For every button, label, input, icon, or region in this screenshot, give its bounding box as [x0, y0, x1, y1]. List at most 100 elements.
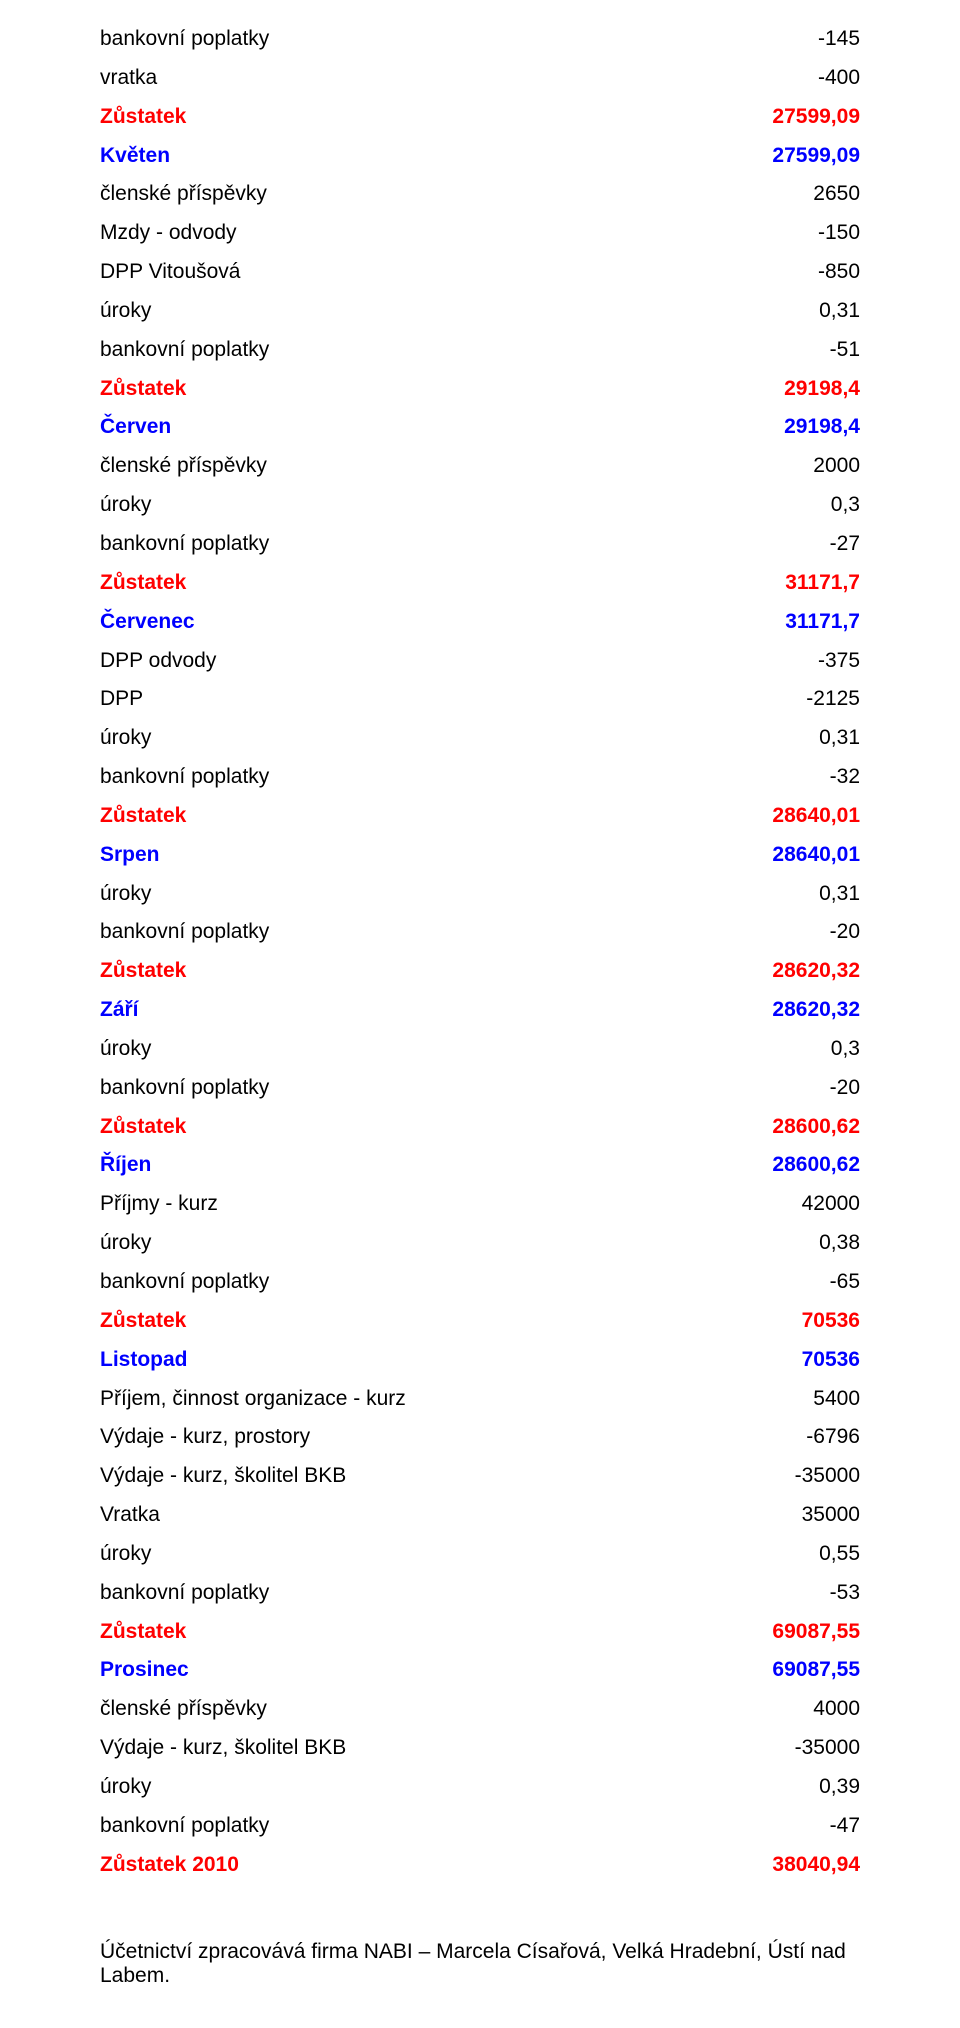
row-label: Zůstatek [100, 1302, 186, 1341]
row-value: 70536 [802, 1341, 860, 1380]
ledger-row: Zůstatek 201038040,94 [100, 1846, 860, 1885]
row-value: 0,31 [819, 875, 860, 914]
row-value: 0,55 [819, 1535, 860, 1574]
ledger-row: Zůstatek27599,09 [100, 98, 860, 137]
row-value: 28600,62 [772, 1146, 860, 1185]
row-label: Příjem, činnost organizace - kurz [100, 1380, 406, 1419]
row-value: 38040,94 [772, 1846, 860, 1885]
ledger-row: Září 28620,32 [100, 991, 860, 1030]
row-label: DPP [100, 680, 143, 719]
row-value: 28620,32 [772, 952, 860, 991]
row-value: 31171,7 [785, 564, 860, 603]
row-value: 4000 [813, 1690, 860, 1729]
ledger-row: DPP odvody -375 [100, 642, 860, 681]
row-label: Mzdy - odvody [100, 214, 237, 253]
row-label: bankovní poplatky [100, 525, 269, 564]
row-label: Výdaje - kurz, prostory [100, 1418, 310, 1457]
ledger-row: Zůstatek31171,7 [100, 564, 860, 603]
row-value: 5400 [813, 1380, 860, 1419]
row-value: 31171,7 [785, 603, 860, 642]
row-label: úroky [100, 719, 151, 758]
row-label: Zůstatek [100, 952, 186, 991]
row-value: -35000 [795, 1457, 860, 1496]
ledger-row: Zůstatek 28620,32 [100, 952, 860, 991]
row-label: členské příspěvky [100, 1690, 267, 1729]
ledger-row: úroky0,3 [100, 486, 860, 525]
row-value: 0,39 [819, 1768, 860, 1807]
row-value: -145 [818, 20, 860, 59]
ledger-row: bankovní poplatky-27 [100, 525, 860, 564]
row-label: Červenec [100, 603, 195, 642]
row-label: Výdaje - kurz, školitel BKB [100, 1457, 346, 1496]
row-label: Říjen [100, 1146, 151, 1185]
row-value: -47 [830, 1807, 860, 1846]
ledger-row: Výdaje - kurz, prostory -6796 [100, 1418, 860, 1457]
ledger-row: úroky 0,55 [100, 1535, 860, 1574]
ledger-row: Červen29198,4 [100, 408, 860, 447]
row-value: -20 [830, 1069, 860, 1108]
ledger-row: Květen27599,09 [100, 137, 860, 176]
ledger-row: DPP Vitoušová-850 [100, 253, 860, 292]
row-value: -375 [818, 642, 860, 681]
row-value: 27599,09 [772, 137, 860, 176]
row-label: Zůstatek [100, 98, 186, 137]
ledger-row: členské příspěvky2000 [100, 447, 860, 486]
row-value: 0,31 [819, 719, 860, 758]
row-value: 2000 [813, 447, 860, 486]
row-value: -20 [830, 913, 860, 952]
ledger-row: bankovní poplatky -20 [100, 1069, 860, 1108]
row-label: DPP odvody [100, 642, 216, 681]
ledger-table: bankovní poplatky-145vratka-400Zůstatek2… [100, 20, 860, 1885]
row-label: vratka [100, 59, 157, 98]
row-label: Příjmy - kurz [100, 1185, 218, 1224]
ledger-row: Vratka 35000 [100, 1496, 860, 1535]
row-label: Vratka [100, 1496, 160, 1535]
row-value: -32 [830, 758, 860, 797]
row-label: úroky [100, 1535, 151, 1574]
row-value: -51 [830, 331, 860, 370]
row-label: bankovní poplatky [100, 1574, 269, 1613]
ledger-row: Listopad 70536 [100, 1341, 860, 1380]
row-label: DPP Vitoušová [100, 253, 240, 292]
row-label: Září [100, 991, 139, 1030]
ledger-row: Zůstatek29198,4 [100, 370, 860, 409]
ledger-row: členské příspěvky2650 [100, 175, 860, 214]
row-label: bankovní poplatky [100, 1807, 269, 1846]
ledger-row: Červenec 31171,7 [100, 603, 860, 642]
ledger-row: členské příspěvky 4000 [100, 1690, 860, 1729]
row-value: -400 [818, 59, 860, 98]
row-value: 28620,32 [772, 991, 860, 1030]
row-label: Červen [100, 408, 171, 447]
row-label: Zůstatek [100, 1108, 186, 1147]
row-value: 0,31 [819, 292, 860, 331]
ledger-row: Mzdy - odvody -150 [100, 214, 860, 253]
ledger-row: bankovní poplatky -145 [100, 20, 860, 59]
ledger-row: Výdaje - kurz, školitel BKB -35000 [100, 1457, 860, 1496]
ledger-row: Příjem, činnost organizace - kurz 5400 [100, 1380, 860, 1419]
row-value: 0,38 [819, 1224, 860, 1263]
row-value: -65 [830, 1263, 860, 1302]
row-label: Zůstatek [100, 1613, 186, 1652]
row-value: 35000 [802, 1496, 860, 1535]
ledger-row: bankovní poplatky -20 [100, 913, 860, 952]
row-label: bankovní poplatky [100, 913, 269, 952]
ledger-row: vratka -400 [100, 59, 860, 98]
row-value: 0,3 [831, 1030, 860, 1069]
row-label: úroky [100, 1768, 151, 1807]
row-label: bankovní poplatky [100, 758, 269, 797]
row-value: -6796 [806, 1418, 860, 1457]
row-label: bankovní poplatky [100, 20, 269, 59]
row-value: -150 [818, 214, 860, 253]
row-label: bankovní poplatky [100, 1069, 269, 1108]
row-label: Výdaje - kurz, školitel BKB [100, 1729, 346, 1768]
row-label: bankovní poplatky [100, 331, 269, 370]
ledger-row: úroky0,38 [100, 1224, 860, 1263]
ledger-row: Výdaje - kurz, školitel BKB-35000 [100, 1729, 860, 1768]
row-label: Listopad [100, 1341, 188, 1380]
ledger-row: úroky 0,3 [100, 1030, 860, 1069]
row-value: 28640,01 [772, 797, 860, 836]
row-label: členské příspěvky [100, 175, 267, 214]
row-label: úroky [100, 1030, 151, 1069]
row-label: úroky [100, 875, 151, 914]
row-label: Srpen [100, 836, 160, 875]
